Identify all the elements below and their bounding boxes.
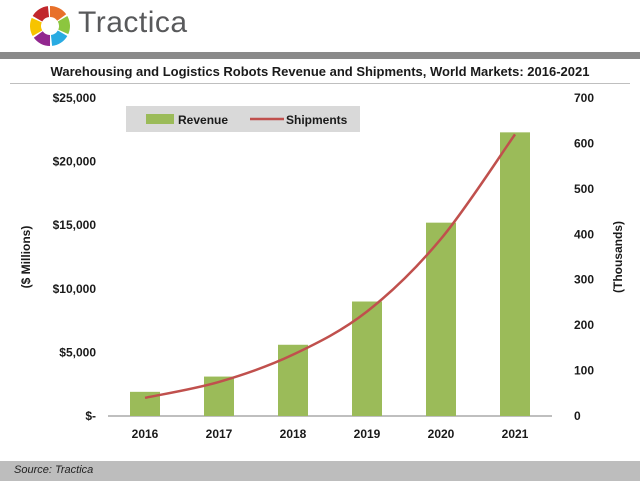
legend-label-revenue: Revenue — [178, 113, 228, 127]
logo-petal — [57, 16, 70, 35]
y-tick-label: $25,000 — [53, 91, 97, 105]
revenue-bar — [426, 222, 456, 416]
y2-tick-label: 600 — [574, 136, 594, 150]
legend-swatch-revenue — [146, 114, 174, 124]
x-tick-label: 2016 — [132, 427, 159, 441]
y-tick-label: $5,000 — [59, 345, 96, 359]
header: Tractica — [0, 0, 640, 52]
y2-tick-label: 700 — [574, 91, 594, 105]
y-tick-label: $20,000 — [53, 155, 97, 169]
y-tick-label: $- — [85, 409, 96, 423]
source-note: Source: Tractica — [14, 464, 94, 476]
logo-petal — [50, 6, 67, 21]
logo-petal — [33, 31, 50, 46]
shipments-line — [144, 133, 517, 400]
y-axis-title: ($ Millions) — [19, 226, 33, 289]
logo-petal — [30, 17, 43, 36]
y2-tick-label: 0 — [574, 409, 581, 423]
logo-petal — [32, 6, 50, 22]
x-tick-label: 2017 — [206, 427, 233, 441]
revenue-bar — [500, 132, 530, 416]
header-divider — [0, 52, 640, 59]
y2-tick-label: 100 — [574, 364, 594, 378]
x-tick-label: 2018 — [280, 427, 307, 441]
brand-name: Tractica — [78, 6, 188, 39]
chart-title: Warehousing and Logistics Robots Revenue… — [50, 64, 590, 79]
y-tick-label: $15,000 — [53, 218, 97, 232]
x-tick-label: 2019 — [354, 427, 381, 441]
chart: $- $5,000 $10,000 $15,000 $20,000 $25,000 0 100… — [19, 91, 625, 441]
y2-tick-label: 500 — [574, 182, 594, 196]
revenue-bar — [352, 301, 382, 416]
tractica-logo-icon — [30, 6, 70, 46]
logo-petal — [50, 30, 68, 46]
legend: Revenue Shipments — [126, 106, 360, 132]
x-tick-label: 2020 — [428, 427, 455, 441]
footer: Source: Tractica — [0, 461, 640, 481]
legend-label-shipments: Shipments — [286, 113, 348, 127]
y2-axis-title: (Thousands) — [611, 221, 625, 293]
title-divider — [10, 83, 630, 84]
y-tick-label: $10,000 — [53, 282, 97, 296]
revenue-bar — [278, 344, 308, 416]
y2-tick-label: 400 — [574, 227, 594, 241]
y2-tick-label: 300 — [574, 273, 594, 287]
x-tick-label: 2021 — [502, 427, 529, 441]
y2-tick-label: 200 — [574, 318, 594, 332]
